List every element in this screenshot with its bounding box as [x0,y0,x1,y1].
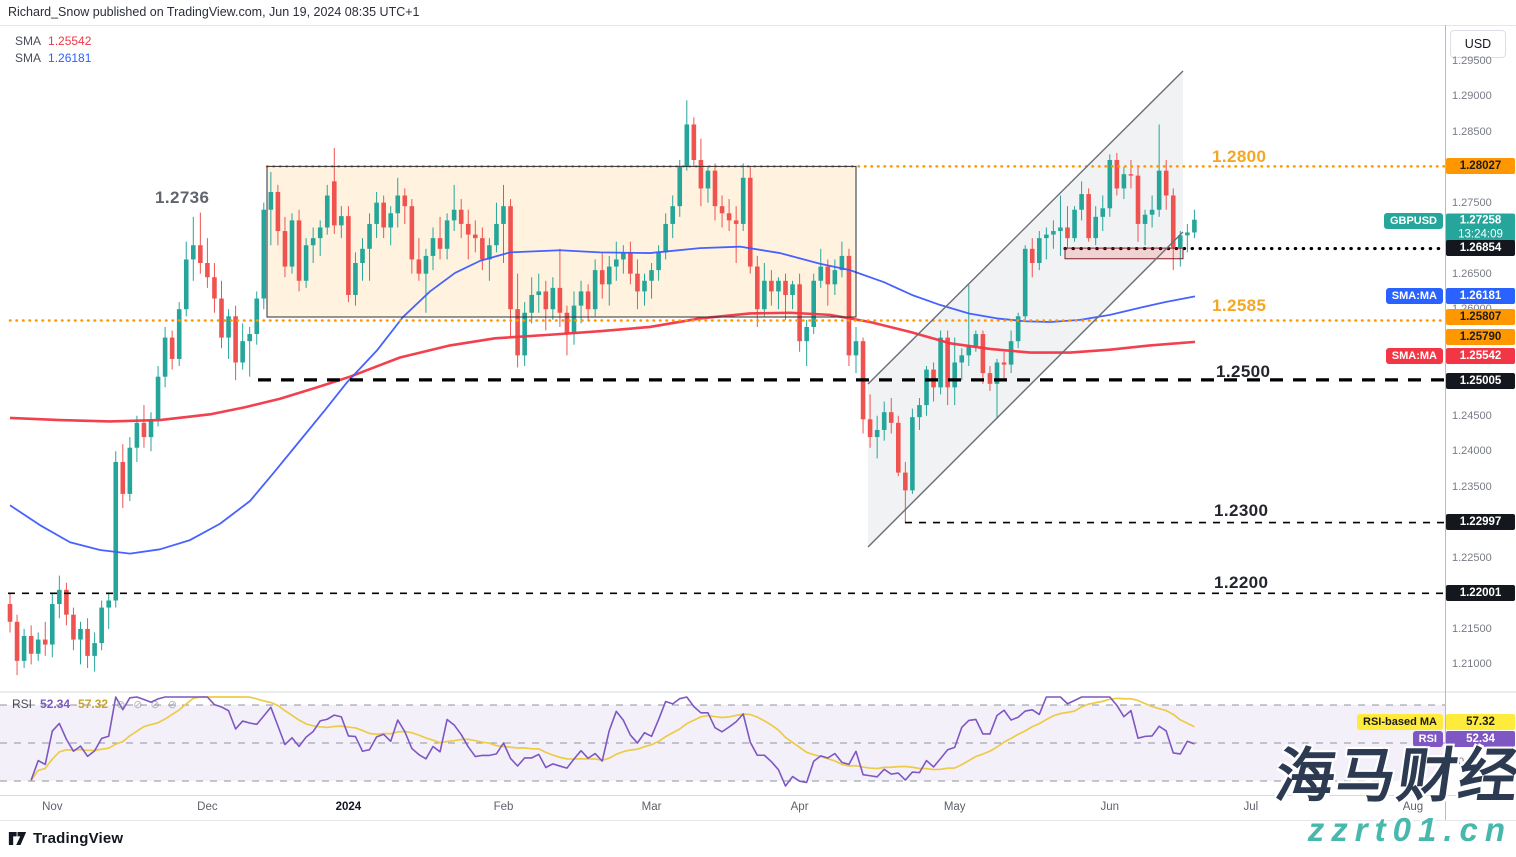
watermark-cn: 海马财经 [1271,743,1516,809]
tradingview-logo-text: TradingView [33,830,124,847]
legend-sma-50-value: 1.26181 [48,51,92,65]
legend-sma-100-label: SMA [15,34,42,48]
price-label-1.25790[interactable]: 1.25790 [1446,329,1515,345]
price-tick: 1.28500 [1452,125,1492,138]
rsi-title: RSI [12,697,33,711]
settings-icon[interactable]: ⊘ [133,698,143,711]
price-chart[interactable] [0,0,1516,820]
time-axis-border [0,795,1516,796]
series-tag-gbpusd[interactable]: GBPUSD [1383,213,1443,229]
price-label-1.28027[interactable]: 1.28027 [1446,158,1515,174]
time-label-Nov[interactable]: Nov [42,801,63,813]
annotation-r2200: 1.2200 [1214,573,1269,592]
annotation-r2585: 1.2585 [1212,296,1267,315]
published-byline: Richard_Snow published on TradingView.co… [8,5,420,19]
price-tick: 1.23500 [1452,480,1492,493]
price-tick: 1.21000 [1452,658,1492,671]
tradingview-logo[interactable]: TradingView [8,830,123,847]
annotation-r2300: 1.2300 [1214,501,1269,520]
delete-icon[interactable]: ⊘ [150,698,160,711]
price-label-1.25005[interactable]: 1.25005 [1446,373,1515,389]
time-label-Mar[interactable]: Mar [641,801,662,813]
price-label-1.26854[interactable]: 1.26854 [1446,240,1515,256]
price-tick: 1.24500 [1452,409,1492,422]
price-tick: 1.26500 [1452,267,1492,280]
watermark-url: zzrt01.cn [1307,811,1512,848]
price-tick: 1.29500 [1452,54,1492,67]
rsi-ma-value: 57.32 [78,697,109,711]
legend-sma-100-value: 1.25542 [48,34,92,48]
eye-icon[interactable]: ⊘ [116,698,126,711]
price-tick: 1.21500 [1452,622,1492,635]
annotation-peak: 1.2736 [155,188,210,207]
price-label-1.27258[interactable]: 1.27258 13:24:09 [1446,213,1515,245]
time-label-Feb[interactable]: Feb [493,801,514,813]
price-label-52.34[interactable]: 52.34 [1446,731,1515,747]
price-axis-border [1445,25,1446,820]
time-label-Aug[interactable]: Aug [1402,801,1424,813]
price-label-1.26181[interactable]: 1.26181 [1446,288,1515,304]
time-label-Apr[interactable]: Apr [790,801,809,813]
series-tag-sma-ma[interactable]: SMA:MA [1385,348,1443,364]
series-tag-sma-ma[interactable]: SMA:MA [1385,288,1443,304]
series-tag-rsi[interactable]: RSI [1412,731,1443,747]
annotation-r2500: 1.2500 [1216,362,1271,381]
legend-sma-50-label: SMA [15,51,42,65]
time-label-Jun[interactable]: Jun [1100,801,1120,813]
tradingview-logo-icon [8,832,27,845]
series-tag-rsi-based-ma[interactable]: RSI-based MA [1357,714,1443,730]
price-tick: 1.27500 [1452,196,1492,209]
price-tick: 1.22500 [1452,551,1492,564]
price-label-1.22997[interactable]: 1.22997 [1446,514,1515,530]
legend-sma-100[interactable]: SMA 1.25542 [15,34,91,48]
rsi-tick: 40.00 [1452,756,1480,768]
time-label-Dec[interactable]: Dec [197,801,218,813]
price-label-1.25807[interactable]: 1.25807 [1446,309,1515,325]
price-label-57.32[interactable]: 57.32 [1446,714,1515,730]
time-label-Jul[interactable]: Jul [1243,801,1259,813]
price-tick: 1.24000 [1452,445,1492,458]
more-options-icon[interactable]: ⊘ [167,698,177,711]
rsi-legend[interactable]: RSI 52.34 57.32 ⊘ ⊘ ⊘ ⊘ [12,697,177,711]
time-label-May[interactable]: May [943,801,966,813]
price-tick: 1.29000 [1452,90,1492,103]
rsi-value: 52.34 [40,697,71,711]
legend-sma-50[interactable]: SMA 1.26181 [15,51,91,65]
price-label-1.25542[interactable]: 1.25542 [1446,348,1515,364]
price-label-1.22001[interactable]: 1.22001 [1446,585,1515,601]
annotation-r2800: 1.2800 [1212,147,1267,166]
header-divider [0,25,1516,26]
currency-toggle-button[interactable]: USD [1450,30,1506,58]
footer-divider [0,820,1516,821]
time-label-2024[interactable]: 2024 [335,801,362,813]
